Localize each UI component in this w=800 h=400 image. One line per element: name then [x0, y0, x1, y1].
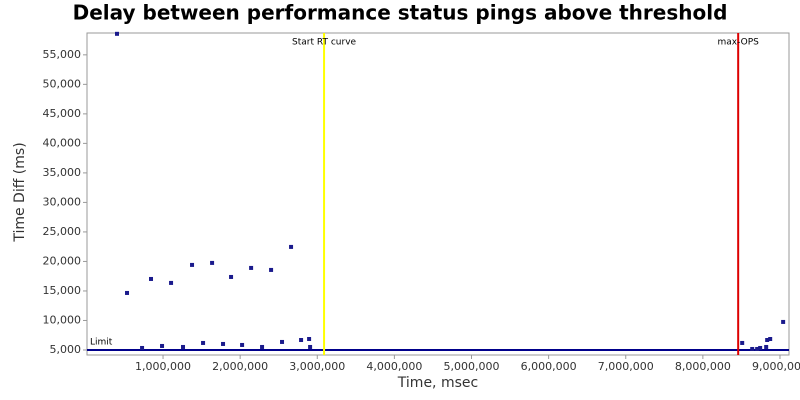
- point: [249, 265, 254, 270]
- limit-label: Limit: [90, 337, 113, 347]
- y-tick-label: 35,000: [43, 166, 82, 179]
- point: [169, 280, 174, 285]
- x-tick-label: 7,000,000: [598, 360, 654, 373]
- point: [149, 276, 154, 281]
- point: [260, 344, 265, 349]
- point: [114, 31, 119, 36]
- point: [201, 340, 206, 345]
- point: [125, 290, 130, 295]
- y-tick-label: 55,000: [43, 48, 82, 61]
- y-tick-label: 45,000: [43, 107, 82, 120]
- point: [269, 267, 274, 272]
- y-tick-label: 15,000: [43, 284, 82, 297]
- x-tick-label: 1,000,000: [135, 360, 191, 373]
- point: [181, 344, 186, 349]
- point: [765, 338, 770, 343]
- marker-label: Start RT curve: [292, 38, 356, 48]
- y-tick-label: 50,000: [43, 77, 82, 90]
- x-tick-label: 4,000,000: [366, 360, 422, 373]
- point: [210, 260, 215, 265]
- point: [758, 345, 763, 350]
- point: [221, 341, 226, 346]
- point: [307, 337, 312, 342]
- point: [240, 342, 245, 347]
- x-tick-label: 9,000,000: [752, 360, 800, 373]
- point: [140, 345, 145, 350]
- point: [280, 339, 285, 344]
- y-tick-label: 20,000: [43, 254, 82, 267]
- x-tick-label: 8,000,000: [675, 360, 731, 373]
- y-tick-label: 40,000: [43, 136, 82, 149]
- y-tick-label: 30,000: [43, 195, 82, 208]
- x-tick-label: 2,000,000: [212, 360, 268, 373]
- y-axis-title: Time Diff (ms): [12, 142, 28, 242]
- x-axis-title: Time, msec: [397, 375, 478, 391]
- chart-title: Delay between performance status pings a…: [73, 1, 728, 25]
- point: [740, 340, 745, 345]
- x-tick-label: 6,000,000: [521, 360, 577, 373]
- point: [764, 344, 769, 349]
- point: [781, 319, 786, 324]
- x-tick-label: 3,000,000: [289, 360, 345, 373]
- point: [299, 338, 304, 343]
- y-tick-label: 5,000: [50, 343, 82, 356]
- y-tick-label: 25,000: [43, 225, 82, 238]
- plot-area: [86, 32, 790, 356]
- point: [190, 262, 195, 267]
- y-tick-label: 10,000: [43, 313, 82, 326]
- point: [308, 344, 313, 349]
- x-tick-label: 5,000,000: [444, 360, 500, 373]
- point: [289, 244, 294, 249]
- point: [229, 274, 234, 279]
- point: [768, 337, 773, 342]
- point: [160, 343, 165, 348]
- marker-label: max-OPS: [718, 38, 760, 48]
- point: [750, 346, 755, 351]
- point: [755, 346, 760, 351]
